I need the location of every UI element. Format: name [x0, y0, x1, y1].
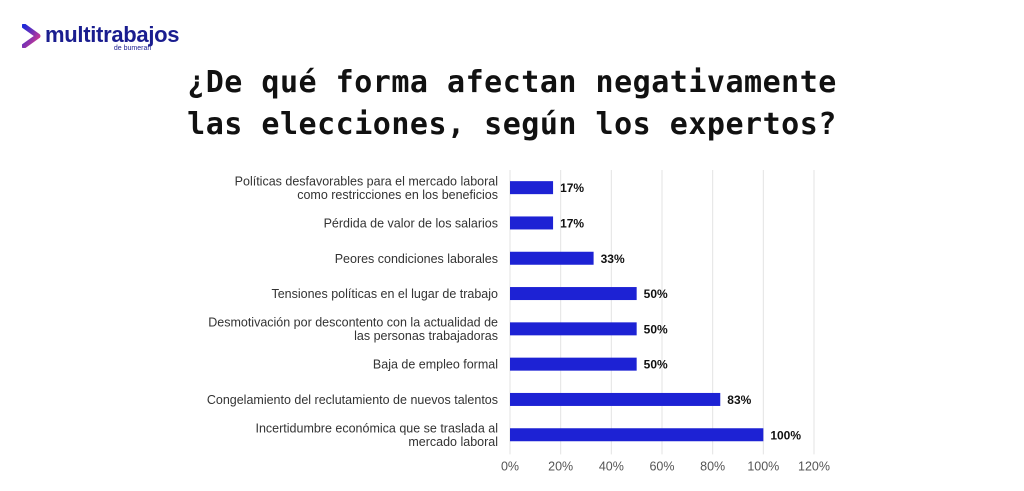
- x-tick-label: 120%: [798, 459, 830, 473]
- x-tick-label: 40%: [599, 459, 624, 473]
- chart-title-line-2: las elecciones, según los expertos?: [187, 107, 837, 142]
- bar: [510, 357, 637, 371]
- category-label: las personas trabajadoras: [354, 329, 498, 343]
- bar-value-label: 17%: [560, 181, 584, 195]
- bar: [510, 392, 721, 406]
- x-tick-label: 20%: [548, 459, 573, 473]
- logo-brand: multitrabajos: [45, 22, 180, 47]
- category-label: Incertidumbre económica que se traslada …: [256, 422, 499, 436]
- bar: [510, 181, 554, 195]
- category-label: Baja de empleo formal: [373, 358, 498, 372]
- bar-value-label: 50%: [644, 322, 668, 336]
- chart-title-line-1: ¿De qué forma afectan negativamente: [187, 65, 837, 100]
- bar-value-label: 100%: [770, 428, 801, 442]
- logo: multitrabajos de bumeran: [22, 22, 180, 52]
- bar: [510, 287, 637, 301]
- x-tick-label: 60%: [649, 459, 674, 473]
- x-tick-label: 80%: [700, 459, 725, 473]
- category-label: Tensiones políticas en el lugar de traba…: [271, 287, 498, 301]
- bar-value-label: 33%: [601, 252, 625, 266]
- chevron-logo-icon: [22, 24, 41, 48]
- category-label: como restricciones en los beneficios: [297, 188, 498, 202]
- category-label: Pérdida de valor de los salarios: [324, 216, 498, 230]
- category-label: Políticas desfavorables para el mercado …: [235, 174, 498, 188]
- category-label: mercado laboral: [408, 435, 498, 449]
- x-tick-label: 0%: [501, 459, 519, 473]
- bar-value-label: 50%: [644, 287, 668, 301]
- category-label: Desmotivación por descontento con la act…: [208, 316, 498, 330]
- bar: [510, 251, 594, 265]
- category-label: Congelamiento del reclutamiento de nuevo…: [207, 393, 498, 407]
- logo-subtitle: de bumeran: [113, 45, 152, 52]
- bar-value-label: 50%: [644, 358, 668, 372]
- bar: [510, 216, 554, 230]
- chart-title: ¿De qué forma afectan negativamente las …: [0, 62, 1024, 146]
- bar: [510, 322, 637, 336]
- category-label: Peores condiciones laborales: [335, 252, 498, 266]
- bar-value-label: 17%: [560, 216, 584, 230]
- x-tick-label: 100%: [747, 459, 779, 473]
- bar: [510, 428, 764, 442]
- bar-value-label: 83%: [727, 393, 751, 407]
